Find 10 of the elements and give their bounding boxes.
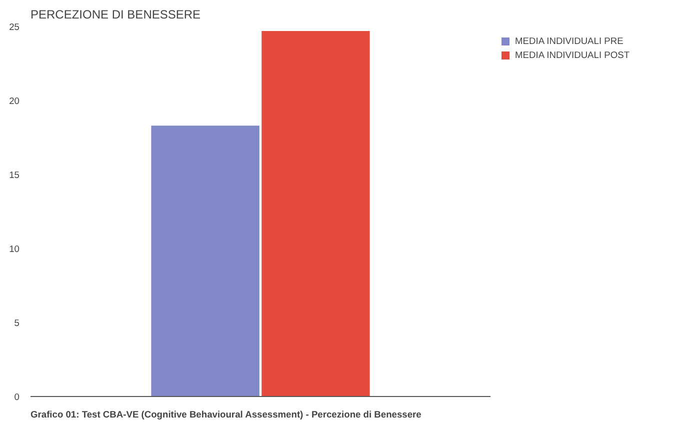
chart-title: PERCEZIONE DI BENESSERE xyxy=(30,8,201,22)
y-tick-label: 5 xyxy=(14,318,20,328)
y-tick-label: 20 xyxy=(9,96,20,106)
y-tick-label: 15 xyxy=(9,170,20,180)
y-tick-label: 0 xyxy=(14,392,20,402)
legend-label: MEDIA INDIVIDUALI POST xyxy=(515,50,630,60)
text: Grafico 01: Test CBA-VE (Cognitive Behavioural Assessment) - Percezione di Benessere xyxy=(30,410,422,420)
y-tick-label: 25 xyxy=(9,22,20,32)
legend-label: MEDIA INDIVIDUALI PRE xyxy=(515,36,624,46)
y-tick-label: 10 xyxy=(9,244,20,254)
